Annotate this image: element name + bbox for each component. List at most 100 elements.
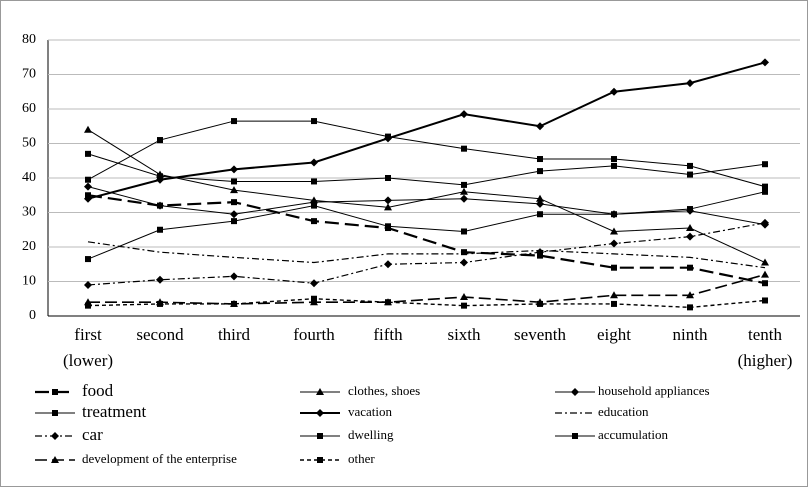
legend-item: education — [555, 404, 649, 419]
legend-marker — [571, 388, 579, 396]
point — [156, 175, 164, 184]
point — [536, 194, 544, 202]
legend-label: education — [598, 404, 649, 419]
point — [85, 176, 91, 183]
point — [761, 58, 769, 67]
series-line — [87, 191, 766, 260]
point — [761, 218, 769, 227]
legend-label: car — [82, 425, 103, 444]
point — [461, 181, 467, 188]
point — [310, 158, 318, 167]
point — [385, 133, 391, 140]
x-tick-label: second — [136, 325, 184, 344]
legend-label: development of the enterprise — [82, 451, 237, 466]
point — [384, 260, 392, 269]
legend-item: treatment — [35, 402, 146, 421]
point — [84, 182, 92, 191]
legend-label: accumulation — [598, 427, 669, 442]
y-tick-label: 0 — [29, 308, 36, 323]
point — [611, 211, 617, 218]
legend-marker — [316, 409, 324, 417]
legend-label: household appliances — [598, 383, 710, 398]
legend-marker — [317, 457, 323, 463]
y-tick-label: 30 — [22, 205, 36, 220]
legend-item: other — [300, 451, 375, 466]
legend-marker — [51, 432, 59, 440]
point — [537, 156, 543, 163]
point — [761, 270, 769, 278]
point — [537, 211, 543, 218]
point — [230, 272, 238, 281]
point — [385, 299, 391, 306]
series-line — [88, 273, 766, 305]
point — [536, 248, 544, 257]
point — [385, 223, 391, 230]
series-line — [87, 222, 766, 286]
point — [385, 175, 391, 181]
point — [610, 87, 618, 96]
point — [156, 275, 164, 284]
point — [611, 300, 617, 307]
point — [85, 302, 91, 309]
point — [156, 201, 164, 210]
point — [461, 249, 467, 256]
point — [157, 300, 163, 307]
x-tick-label: tenth (higher) — [737, 325, 793, 370]
point — [687, 264, 693, 271]
legend-item: development of the enterprise — [35, 451, 237, 466]
point — [384, 203, 392, 211]
point — [460, 187, 468, 195]
point — [84, 125, 92, 133]
legend-item: clothes, shoes — [300, 383, 420, 398]
point — [610, 227, 618, 235]
point — [84, 194, 92, 203]
point — [762, 297, 768, 304]
point — [460, 293, 468, 301]
point — [311, 178, 317, 185]
point — [460, 258, 468, 267]
point — [230, 210, 238, 219]
series-line — [87, 120, 766, 188]
y-tick-label: 40 — [22, 170, 36, 185]
y-tick-label: 20 — [22, 239, 36, 254]
point — [687, 206, 693, 213]
point — [762, 161, 768, 168]
series-line — [87, 298, 766, 309]
series-line — [87, 61, 766, 200]
point — [537, 168, 543, 175]
point — [230, 186, 238, 194]
point — [460, 110, 468, 119]
point — [536, 199, 544, 208]
point — [461, 302, 467, 309]
point — [762, 188, 768, 195]
point — [611, 264, 617, 271]
y-tick-label: 70 — [22, 67, 36, 82]
point — [231, 300, 237, 307]
point — [85, 150, 91, 157]
point — [762, 183, 768, 190]
legend-label: other — [348, 451, 375, 466]
point — [231, 199, 237, 206]
legend-marker — [316, 388, 324, 395]
point — [230, 165, 238, 174]
legend-marker — [51, 456, 59, 463]
point — [686, 232, 694, 241]
point — [157, 226, 163, 233]
point — [311, 295, 317, 302]
point — [687, 171, 693, 178]
point — [761, 258, 769, 266]
legend-label: dwelling — [348, 427, 394, 442]
point — [310, 279, 318, 288]
legend-label: treatment — [82, 402, 146, 421]
series-line — [87, 153, 766, 186]
x-tick-label: seventh — [514, 325, 566, 344]
point — [611, 162, 617, 169]
legend-item: food — [35, 381, 114, 400]
point — [311, 202, 317, 209]
point — [610, 291, 618, 299]
legend-marker — [572, 433, 578, 439]
legend-item: vacation — [300, 404, 393, 419]
legend-item: car — [35, 425, 103, 444]
